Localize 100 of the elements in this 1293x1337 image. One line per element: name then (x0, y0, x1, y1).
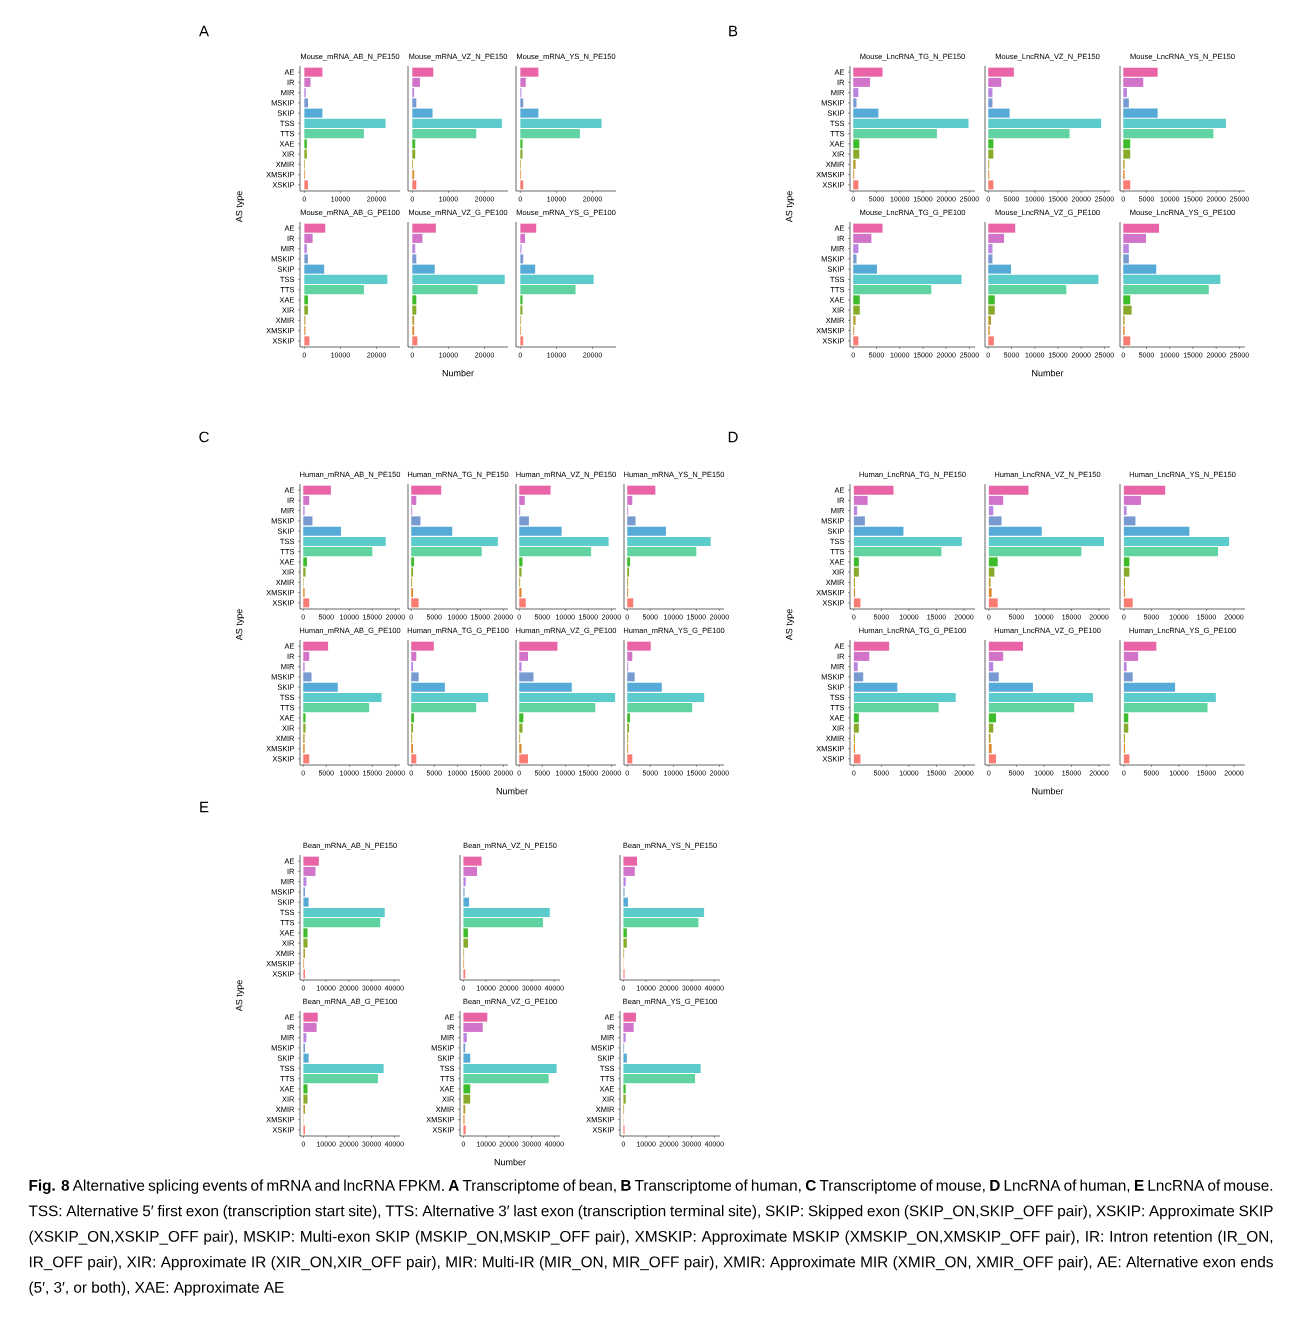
bar (304, 223, 326, 233)
bar (519, 557, 523, 567)
bar (853, 98, 857, 108)
bar (303, 907, 385, 917)
bar (853, 557, 859, 567)
bar (520, 67, 539, 77)
bar (627, 692, 705, 702)
bar (623, 1094, 626, 1104)
bar (627, 713, 630, 723)
bar (463, 1053, 471, 1063)
bar (411, 651, 417, 661)
bar (520, 108, 539, 118)
text: B (729, 25, 738, 37)
bar (519, 588, 522, 598)
bar (412, 336, 418, 346)
bar (304, 254, 308, 264)
bar (853, 254, 857, 264)
bar (411, 495, 417, 505)
bar (1123, 526, 1190, 536)
bar (988, 180, 994, 190)
bar (411, 516, 421, 526)
bar (853, 485, 894, 495)
bar (988, 682, 1033, 692)
bar (412, 67, 434, 77)
bar (853, 67, 883, 77)
bar (303, 485, 331, 495)
bar (412, 285, 478, 295)
bar (627, 703, 693, 713)
bar (412, 108, 433, 118)
bar (627, 557, 630, 567)
bar (520, 118, 602, 128)
bar (988, 315, 992, 325)
bar (519, 682, 572, 692)
bar (853, 295, 860, 305)
bar (853, 223, 883, 233)
bar (412, 295, 417, 305)
bar (519, 754, 528, 764)
bar (988, 547, 1082, 557)
bar (988, 598, 998, 608)
bar (988, 274, 1099, 284)
bar (519, 526, 562, 536)
bar (988, 118, 1102, 128)
y-axis-title: AS type (785, 191, 795, 223)
bar (988, 651, 1004, 661)
bar (623, 877, 626, 887)
bar (519, 547, 592, 557)
bar (303, 547, 373, 557)
bar (412, 233, 423, 243)
bar (519, 536, 609, 546)
x-axis-title: Number (496, 787, 528, 795)
bar (303, 754, 310, 764)
bar (411, 598, 419, 608)
bar (853, 495, 868, 505)
bar (853, 159, 856, 169)
bar (520, 285, 576, 295)
bar (519, 516, 529, 526)
bar (623, 1084, 626, 1094)
bar (627, 641, 651, 651)
bar (303, 723, 306, 733)
bar (303, 918, 381, 928)
bar (303, 1084, 308, 1094)
bar (988, 264, 1012, 274)
bar (623, 866, 635, 876)
bar (411, 485, 442, 495)
bar (988, 588, 992, 598)
bar (1123, 536, 1230, 546)
bar (627, 672, 635, 682)
bar (303, 703, 370, 713)
bar (303, 1033, 307, 1043)
bar (519, 598, 526, 608)
bar (1123, 713, 1129, 723)
bar (988, 77, 1002, 87)
y-axis-title: AS type (235, 609, 245, 641)
bar (303, 866, 316, 876)
bar (304, 108, 323, 118)
bar (412, 139, 416, 149)
bar (853, 662, 858, 672)
bar (853, 682, 898, 692)
text: C (199, 431, 209, 443)
bar (304, 233, 313, 243)
text: E (200, 801, 209, 813)
bar (1123, 598, 1133, 608)
bar (1123, 88, 1127, 98)
bar (1123, 485, 1166, 495)
text: D (728, 431, 738, 443)
bar (988, 108, 1010, 118)
bar (303, 877, 307, 887)
bar (853, 180, 859, 190)
bar (1123, 274, 1221, 284)
bar (303, 938, 308, 948)
y-axis-title: AS type (235, 191, 245, 223)
bar (303, 557, 307, 567)
bar (411, 536, 498, 546)
bar (623, 1022, 634, 1032)
bar (519, 651, 528, 661)
bar (303, 1074, 378, 1084)
bar (463, 907, 550, 917)
bar (1123, 723, 1129, 733)
bar (411, 682, 445, 692)
bar (1123, 77, 1144, 87)
